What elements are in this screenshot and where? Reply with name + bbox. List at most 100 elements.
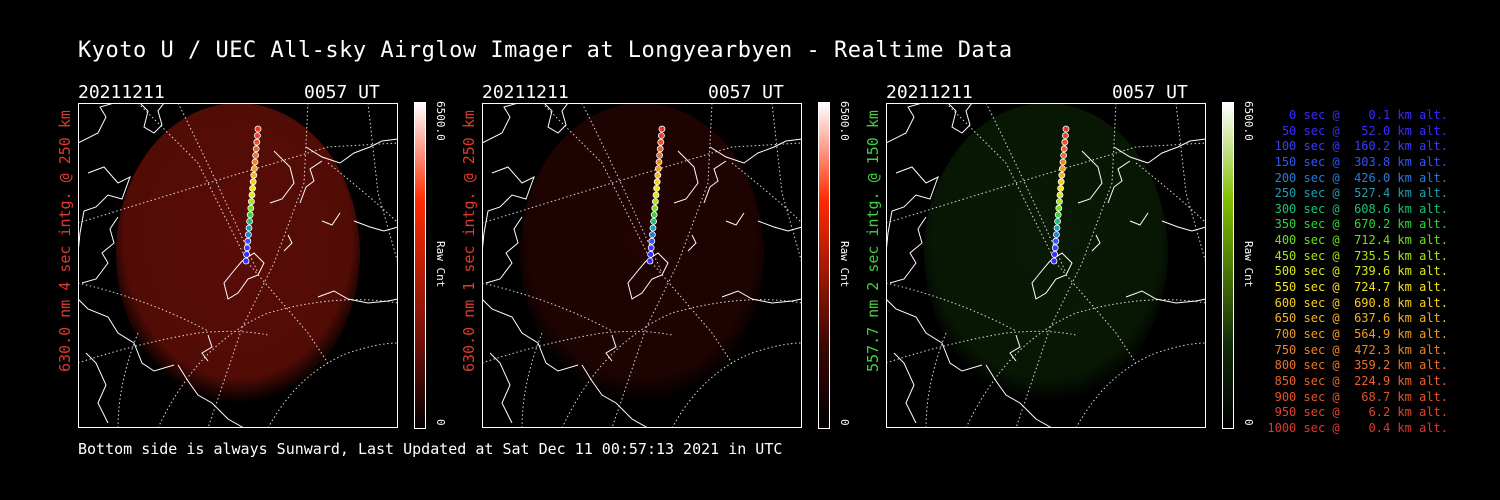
- trajectory-point: [252, 145, 260, 153]
- allsky-image-panel: [482, 103, 802, 428]
- trajectory-point: [657, 132, 665, 139]
- legend-row: 400 sec @ 712.4 km alt.: [1274, 233, 1448, 248]
- page-title: Kyoto U / UEC All-sky Airglow Imager at …: [78, 38, 1013, 63]
- colorbar-unit-label: Raw Cnt: [434, 241, 447, 288]
- trajectory-point: [650, 218, 658, 225]
- colorbar-min-label: 0: [1242, 419, 1255, 426]
- trajectory-legend: 0 sec @ 0.1 km alt. 50 sec @ 52.0 km alt.…: [1262, 108, 1448, 436]
- legend-row: 600 sec @ 690.8 km alt.: [1274, 295, 1448, 310]
- colorbar-max-label: 6500.0: [1242, 101, 1255, 141]
- airglow-field-of-view: [924, 103, 1168, 403]
- trajectory-point: [651, 198, 659, 205]
- colorbar-unit-label: Raw Cnt: [838, 241, 851, 288]
- trajectory-point: [1062, 125, 1070, 133]
- airglow-field-of-view: [520, 103, 764, 403]
- trajectory-point: [658, 125, 666, 133]
- rocket-trajectory: [1050, 125, 1070, 265]
- trajectory-point: [647, 244, 655, 252]
- trajectory-point: [248, 191, 256, 199]
- colorbar-max-label: 6500.0: [838, 101, 851, 141]
- trajectory-point: [1057, 178, 1065, 186]
- trajectory-point: [1061, 132, 1069, 139]
- colorbar-max-label: 6500.0: [434, 101, 447, 141]
- trajectory-point: [1051, 244, 1059, 252]
- trajectory-point: [1060, 152, 1068, 159]
- trajectory-point: [1055, 198, 1063, 205]
- trajectory-point: [1052, 231, 1060, 239]
- trajectory-point: [250, 165, 258, 172]
- colorbar-min-label: 0: [838, 419, 851, 426]
- trajectory-point: [1059, 158, 1067, 166]
- trajectory-point: [647, 250, 655, 258]
- legend-row: 950 sec @ 6.2 km alt.: [1274, 405, 1448, 420]
- trajectory-point: [650, 211, 658, 219]
- airglow-field-of-view: [116, 103, 360, 403]
- coastline-map: [482, 103, 802, 428]
- trajectory-point: [1055, 204, 1063, 212]
- trajectory-point: [244, 231, 252, 239]
- allsky-image-panel: [886, 103, 1206, 428]
- colorbar: [818, 102, 830, 429]
- trajectory-point: [245, 224, 253, 232]
- trajectory-point: [243, 250, 251, 258]
- rocket-trajectory: [242, 125, 262, 265]
- legend-row: 800 sec @ 359.2 km alt.: [1274, 358, 1448, 373]
- trajectory-point: [1054, 211, 1062, 219]
- trajectory-point: [249, 178, 257, 186]
- trajectory-point: [656, 152, 664, 159]
- trajectory-point: [654, 171, 662, 179]
- trajectory-point: [253, 132, 261, 139]
- trajectory-point: [653, 185, 661, 192]
- trajectory-point: [654, 165, 662, 172]
- legend-row: 50 sec @ 52.0 km alt.: [1281, 123, 1448, 138]
- trajectory-point: [655, 158, 663, 166]
- legend-row: 250 sec @ 527.4 km alt.: [1274, 186, 1448, 201]
- trajectory-point: [244, 237, 252, 245]
- trajectory-point: [649, 224, 657, 232]
- trajectory-point: [247, 204, 255, 212]
- panel-time: 0057 UT: [304, 82, 380, 103]
- panel-date: 20211211: [78, 82, 165, 103]
- trajectory-point: [1058, 171, 1066, 179]
- legend-row: 850 sec @ 224.9 km alt.: [1274, 373, 1448, 388]
- trajectory-point: [247, 198, 255, 205]
- legend-row: 700 sec @ 564.9 km alt.: [1274, 326, 1448, 341]
- colorbar: [414, 102, 426, 429]
- trajectory-point: [252, 152, 260, 159]
- trajectory-point: [1053, 224, 1061, 232]
- allsky-image-panel: [78, 103, 398, 428]
- trajectory-point: [652, 191, 660, 199]
- legend-row: 0 sec @ 0.1 km alt.: [1289, 108, 1448, 122]
- legend-row: 550 sec @ 724.7 km alt.: [1274, 280, 1448, 295]
- footer-note: Bottom side is always Sunward, Last Upda…: [78, 440, 783, 458]
- trajectory-point: [254, 125, 262, 133]
- legend-row: 150 sec @ 303.8 km alt.: [1274, 154, 1448, 169]
- trajectory-point: [1056, 191, 1064, 199]
- colorbar-min-label: 0: [434, 419, 447, 426]
- trajectory-point: [656, 145, 664, 153]
- legend-row: 300 sec @ 608.6 km alt.: [1274, 201, 1448, 216]
- trajectory-point: [250, 171, 258, 179]
- trajectory-point: [1051, 250, 1059, 258]
- coastline-map: [886, 103, 1206, 428]
- trajectory-point: [249, 185, 257, 192]
- panel-date: 20211211: [886, 82, 973, 103]
- legend-row: 650 sec @ 637.6 km alt.: [1274, 311, 1448, 326]
- trajectory-point: [246, 211, 254, 219]
- legend-row: 100 sec @ 160.2 km alt.: [1274, 139, 1448, 154]
- panel-time: 0057 UT: [1112, 82, 1188, 103]
- trajectory-point: [657, 138, 665, 146]
- legend-row: 450 sec @ 735.5 km alt.: [1274, 248, 1448, 263]
- legend-row: 500 sec @ 739.6 km alt.: [1274, 264, 1448, 279]
- panel-wavelength-label: 630.0 nm 4 sec intg. @ 250 km: [56, 110, 74, 372]
- trajectory-point: [653, 178, 661, 186]
- trajectory-point: [1057, 185, 1065, 192]
- trajectory-point: [246, 218, 254, 225]
- trajectory-point: [651, 204, 659, 212]
- trajectory-point: [648, 237, 656, 245]
- trajectory-point: [646, 257, 654, 265]
- trajectory-point: [1052, 237, 1060, 245]
- colorbar: [1222, 102, 1234, 429]
- trajectory-point: [1061, 138, 1069, 146]
- legend-row: 900 sec @ 68.7 km alt.: [1274, 389, 1448, 404]
